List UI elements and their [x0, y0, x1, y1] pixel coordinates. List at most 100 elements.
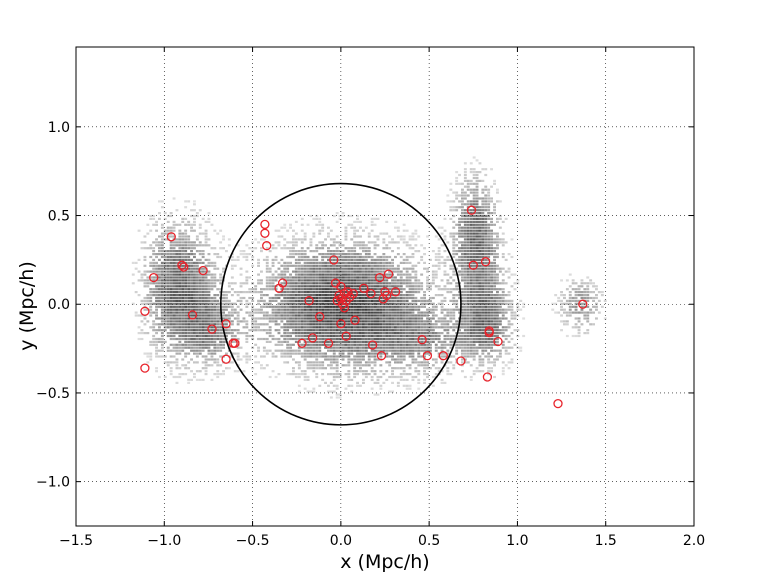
density-cell — [405, 384, 409, 387]
density-cell — [207, 317, 211, 320]
density-cell — [338, 288, 342, 291]
density-cell — [149, 255, 153, 259]
density-cell — [289, 273, 292, 276]
density-cell — [379, 311, 383, 314]
density-cell — [303, 276, 307, 279]
density-cell — [175, 317, 179, 320]
density-cell — [175, 250, 179, 253]
density-cell — [190, 346, 193, 349]
density-cell — [577, 326, 581, 329]
density-cell — [481, 191, 485, 194]
density-cell — [300, 299, 304, 302]
density-cell — [277, 332, 281, 335]
density-cell — [193, 264, 196, 267]
density-cell — [190, 332, 193, 335]
density-cell — [193, 299, 196, 302]
density-cell — [286, 311, 290, 314]
density-cell — [350, 384, 354, 387]
density-cell — [417, 288, 421, 291]
density-cell — [160, 323, 164, 326]
density-cell — [385, 273, 389, 276]
density-cell — [498, 288, 502, 291]
density-cell — [175, 343, 179, 346]
density-cell — [303, 387, 307, 390]
density-cell — [504, 334, 508, 338]
density-cell — [359, 352, 362, 355]
density-cell — [423, 294, 426, 297]
density-cell — [347, 370, 351, 373]
density-cell — [391, 317, 394, 320]
density-cell — [490, 247, 493, 250]
density-cell — [213, 273, 217, 276]
density-cell — [417, 305, 421, 308]
density-cell — [216, 308, 220, 311]
density-cell — [356, 244, 359, 247]
density-cell — [437, 264, 441, 267]
density-cell — [382, 299, 386, 302]
density-cell — [353, 241, 357, 244]
density-cell — [347, 285, 351, 288]
density-cell — [463, 267, 467, 270]
density-cell — [475, 238, 479, 241]
density-cell — [484, 226, 488, 229]
density-cell — [417, 250, 421, 253]
density-cell — [312, 332, 316, 335]
density-cell — [262, 337, 266, 341]
density-cell — [376, 270, 380, 273]
density-cell — [294, 314, 298, 317]
density-cell — [201, 378, 205, 381]
density-cell — [294, 273, 298, 276]
density-cell — [472, 197, 476, 200]
density-cell — [359, 320, 362, 323]
density-cell — [329, 326, 333, 329]
density-cell — [405, 270, 409, 273]
density-cell — [274, 305, 278, 308]
density-cell — [190, 334, 193, 338]
density-cell — [516, 329, 520, 332]
density-cell — [350, 250, 354, 253]
density-cell — [344, 264, 348, 267]
density-cell — [312, 217, 316, 220]
density-cell — [463, 337, 467, 341]
density-cell — [242, 255, 246, 259]
density-cell — [327, 358, 330, 361]
density-cell — [399, 302, 403, 305]
density-cell — [245, 282, 249, 285]
density-cell — [198, 291, 202, 294]
density-cell — [481, 296, 485, 300]
density-cell — [484, 197, 488, 200]
density-cell — [257, 299, 260, 302]
density-cell — [356, 384, 359, 387]
density-cell — [440, 326, 444, 329]
density-cell — [286, 291, 290, 294]
density-cell — [391, 258, 394, 261]
density-cell — [210, 261, 214, 264]
density-cell — [283, 244, 287, 247]
density-cell — [405, 346, 409, 349]
density-cell — [487, 276, 491, 279]
density-cell — [382, 340, 386, 343]
density-cell — [303, 296, 307, 300]
density-cell — [493, 326, 496, 329]
density-cell — [394, 317, 397, 320]
density-cell — [452, 244, 456, 247]
density-cell — [315, 375, 319, 379]
density-cell — [187, 308, 191, 311]
density-cell — [376, 279, 380, 282]
density-cell — [324, 337, 327, 341]
density-cell — [283, 270, 287, 273]
density-cell — [347, 276, 351, 279]
density-cell — [481, 238, 485, 241]
density-cell — [481, 214, 485, 218]
density-cell — [245, 291, 249, 294]
density-cell — [207, 340, 211, 343]
density-cell — [312, 314, 316, 317]
density-cell — [434, 334, 438, 338]
density-cell — [233, 282, 237, 285]
density-cell — [408, 238, 412, 241]
density-cell — [362, 329, 365, 332]
density-cell — [350, 294, 354, 297]
density-cell — [292, 255, 295, 259]
density-cell — [347, 279, 351, 282]
